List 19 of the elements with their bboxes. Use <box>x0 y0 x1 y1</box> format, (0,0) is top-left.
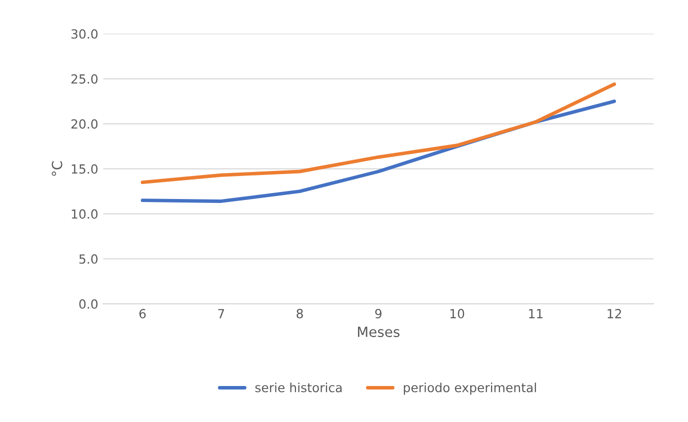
x-tick-label: 6 <box>139 308 146 318</box>
y-tick-label: 0.0 <box>79 299 98 309</box>
x-tick-label: 11 <box>529 309 542 318</box>
y-tick-label: 30.0 <box>71 29 98 39</box>
x-tick-label: 9 <box>375 308 382 318</box>
y-tick-label: 20.0 <box>71 119 98 129</box>
x-axis-title: Meses <box>358 326 400 338</box>
legend-label: periodo experimental <box>404 382 536 395</box>
legend-label: serie historica <box>255 382 342 392</box>
x-tick-label: 12 <box>608 308 621 318</box>
y-axis-title: °C <box>52 161 62 176</box>
y-tick-label: 15.0 <box>72 164 98 174</box>
y-tick-label: 5.0 <box>79 254 98 264</box>
y-tick-label: 10.0 <box>72 209 98 219</box>
x-tick-label: 10 <box>450 308 464 318</box>
x-tick-label: 7 <box>218 309 224 318</box>
x-tick-label: 8 <box>296 308 303 318</box>
y-tick-label: 25.0 <box>71 74 98 84</box>
line-series <box>140 82 616 184</box>
